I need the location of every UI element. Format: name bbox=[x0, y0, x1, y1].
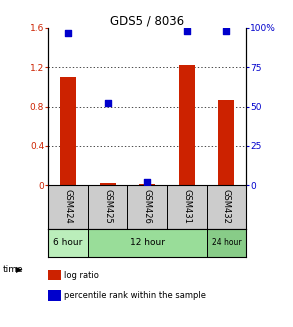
Text: GSM431: GSM431 bbox=[182, 189, 191, 224]
Point bbox=[66, 30, 71, 35]
Bar bbox=[88, 229, 207, 257]
Bar bbox=[219, 100, 234, 185]
Text: log ratio: log ratio bbox=[64, 270, 99, 280]
Text: GSM432: GSM432 bbox=[222, 189, 231, 224]
Text: 12 hour: 12 hour bbox=[130, 238, 165, 247]
Text: GSM425: GSM425 bbox=[103, 189, 112, 223]
Text: GSM426: GSM426 bbox=[143, 189, 152, 224]
Text: GSM424: GSM424 bbox=[64, 189, 73, 223]
Text: 6 hour: 6 hour bbox=[53, 238, 83, 247]
Bar bbox=[179, 65, 195, 185]
Point bbox=[224, 28, 229, 34]
Title: GDS5 / 8036: GDS5 / 8036 bbox=[110, 15, 184, 28]
Bar bbox=[60, 77, 76, 185]
Text: ▶: ▶ bbox=[16, 265, 23, 274]
Text: time: time bbox=[3, 265, 23, 274]
Bar bbox=[207, 229, 246, 257]
Bar bbox=[48, 229, 88, 257]
Point bbox=[145, 180, 150, 185]
Bar bbox=[139, 184, 155, 185]
Text: percentile rank within the sample: percentile rank within the sample bbox=[64, 291, 207, 300]
Point bbox=[105, 101, 110, 106]
Text: 24 hour: 24 hour bbox=[212, 238, 241, 247]
Bar bbox=[100, 183, 115, 185]
Point bbox=[185, 28, 189, 34]
